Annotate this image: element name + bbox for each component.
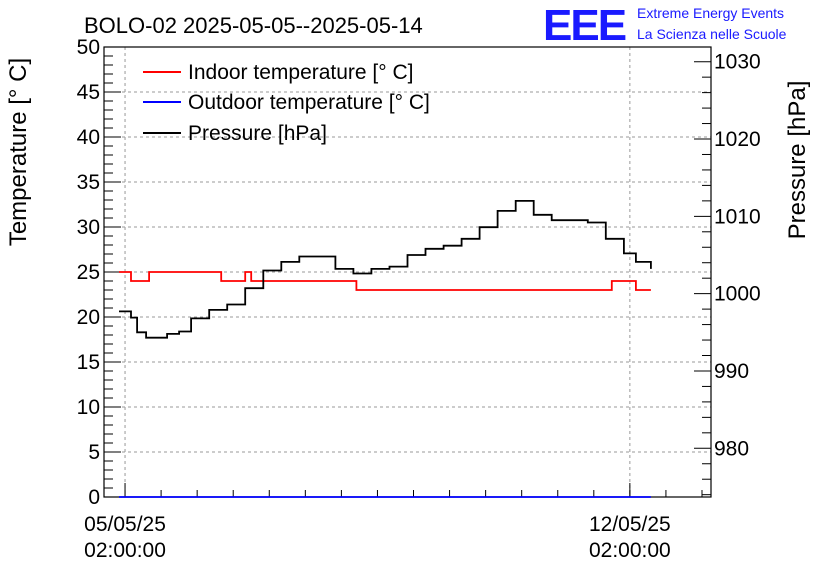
y-right-axis-label: Pressure [hPa]: [784, 81, 811, 240]
x-tick-time-label: 02:00:00: [84, 539, 166, 562]
grid-lines: [104, 47, 711, 497]
y-left-tick-label: 10: [77, 396, 100, 419]
left-axis-ticks: 0 5 10 15 20 25 30 35 40 45 50: [77, 36, 121, 509]
y-right-tick-label: 1020: [714, 128, 761, 151]
y-right-tick-label: 1010: [714, 205, 761, 228]
legend: Indoor temperature [° C] Outdoor tempera…: [143, 61, 430, 145]
series-line-pressure-hpa: [119, 200, 652, 339]
legend-label-indoor: Indoor temperature [° C]: [188, 61, 414, 84]
y-left-tick-label: 35: [77, 171, 100, 194]
y-right-tick-label: 1030: [714, 51, 761, 74]
y-left-tick-label: 30: [77, 216, 100, 239]
legend-label-pressure: Pressure [hPa]: [188, 122, 327, 145]
y-left-tick-label: 15: [77, 351, 100, 374]
brand-line-1: Extreme Energy Events: [637, 5, 784, 21]
y-right-tick-label: 1000: [714, 283, 761, 306]
y-left-tick-label: 40: [77, 126, 100, 149]
y-left-tick-label: 45: [77, 81, 100, 104]
x-tick-date-label: 12/05/25: [589, 513, 671, 536]
chart-title: BOLO-02 2025-05-05--2025-05-14: [84, 13, 423, 38]
x-axis-ticks: 05/05/25 02:00:00 12/05/25 02:00:00: [84, 483, 703, 562]
eee-brand: EEE Extreme Energy Events La Scienza nel…: [543, 1, 787, 50]
y-left-axis-label: Temperature [° C]: [5, 58, 32, 246]
y-left-tick-label: 0: [88, 486, 100, 509]
x-tick-date-label: 05/05/25: [84, 513, 166, 536]
right-axis-ticks: 980 990 1000 1010 1020 1030: [694, 51, 761, 496]
series-lines: [119, 200, 652, 498]
y-left-tick-label: 50: [77, 36, 100, 59]
y-left-tick-label: 25: [77, 261, 100, 284]
y-left-tick-label: 20: [77, 306, 100, 329]
y-right-tick-label: 990: [714, 360, 749, 383]
eee-logo: EEE: [543, 1, 626, 50]
y-right-tick-label: 980: [714, 437, 749, 460]
brand-line-2: La Scienza nelle Scuole: [637, 26, 787, 42]
x-tick-time-label: 02:00:00: [589, 539, 671, 562]
series-line-indoor-temperature-c: [119, 271, 651, 291]
legend-label-outdoor: Outdoor temperature [° C]: [188, 91, 430, 114]
y-left-tick-label: 5: [88, 441, 100, 464]
